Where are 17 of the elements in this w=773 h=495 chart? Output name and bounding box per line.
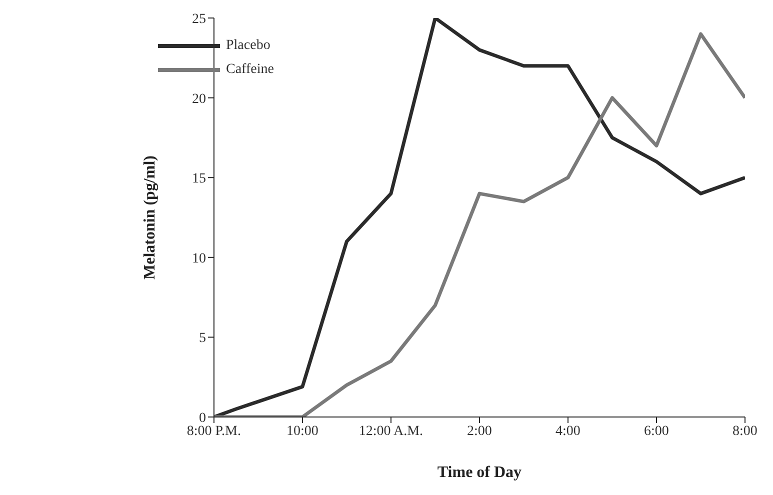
x-tick-label: 12:00 A.M. bbox=[358, 424, 424, 439]
x-tick-label: 4:00 bbox=[556, 424, 580, 439]
y-tick-label: 5 bbox=[198, 331, 206, 346]
x-tick-label: 8:00 P.M. bbox=[186, 424, 241, 439]
y-tick-label: 0 bbox=[198, 410, 206, 426]
y-tick-label: 20 bbox=[192, 92, 206, 107]
x-tick-label: 6:00 bbox=[644, 424, 669, 439]
x-tick-label: 8:00 bbox=[732, 424, 758, 439]
x-tick-label: 10:00 bbox=[286, 424, 318, 439]
x-axis-title: Time of Day bbox=[437, 464, 522, 481]
y-tick-label: 25 bbox=[192, 12, 206, 27]
legend-label: Placebo bbox=[226, 38, 270, 54]
y-tick-label: 10 bbox=[192, 251, 206, 266]
y-tick-label: 15 bbox=[192, 172, 206, 187]
x-tick-label: 2:00 bbox=[467, 424, 492, 439]
legend-label: Caffeine bbox=[226, 62, 274, 78]
y-axis-title: Melatonin (pg/ml) bbox=[142, 156, 159, 280]
